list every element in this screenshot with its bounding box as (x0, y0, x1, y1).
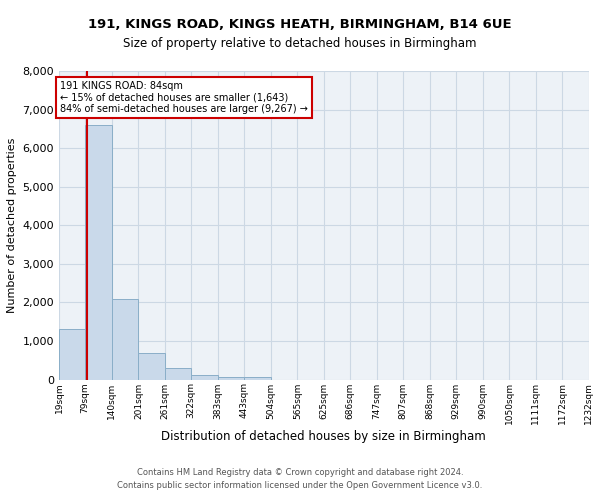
Bar (85, 125, 112, 380)
Bar (191, 375, 218, 380)
Bar (112, 300, 139, 380)
Text: 191 KINGS ROAD: 84sqm
← 15% of detached houses are smaller (1,643)
84% of semi-d: 191 KINGS ROAD: 84sqm ← 15% of detached … (60, 80, 308, 114)
Bar (139, 354, 164, 380)
X-axis label: Distribution of detached houses by size in Birmingham: Distribution of detached houses by size … (161, 430, 486, 443)
Y-axis label: Number of detached properties: Number of detached properties (7, 138, 17, 313)
Bar (164, 368, 191, 380)
Text: Size of property relative to detached houses in Birmingham: Size of property relative to detached ho… (123, 38, 477, 51)
Bar (59, 330, 85, 380)
Text: Contains public sector information licensed under the Open Government Licence v3: Contains public sector information licen… (118, 482, 482, 490)
Bar (218, 377, 244, 380)
Bar (244, 377, 271, 380)
Text: 191, KINGS ROAD, KINGS HEATH, BIRMINGHAM, B14 6UE: 191, KINGS ROAD, KINGS HEATH, BIRMINGHAM… (88, 18, 512, 30)
Text: Contains HM Land Registry data © Crown copyright and database right 2024.: Contains HM Land Registry data © Crown c… (137, 468, 463, 477)
